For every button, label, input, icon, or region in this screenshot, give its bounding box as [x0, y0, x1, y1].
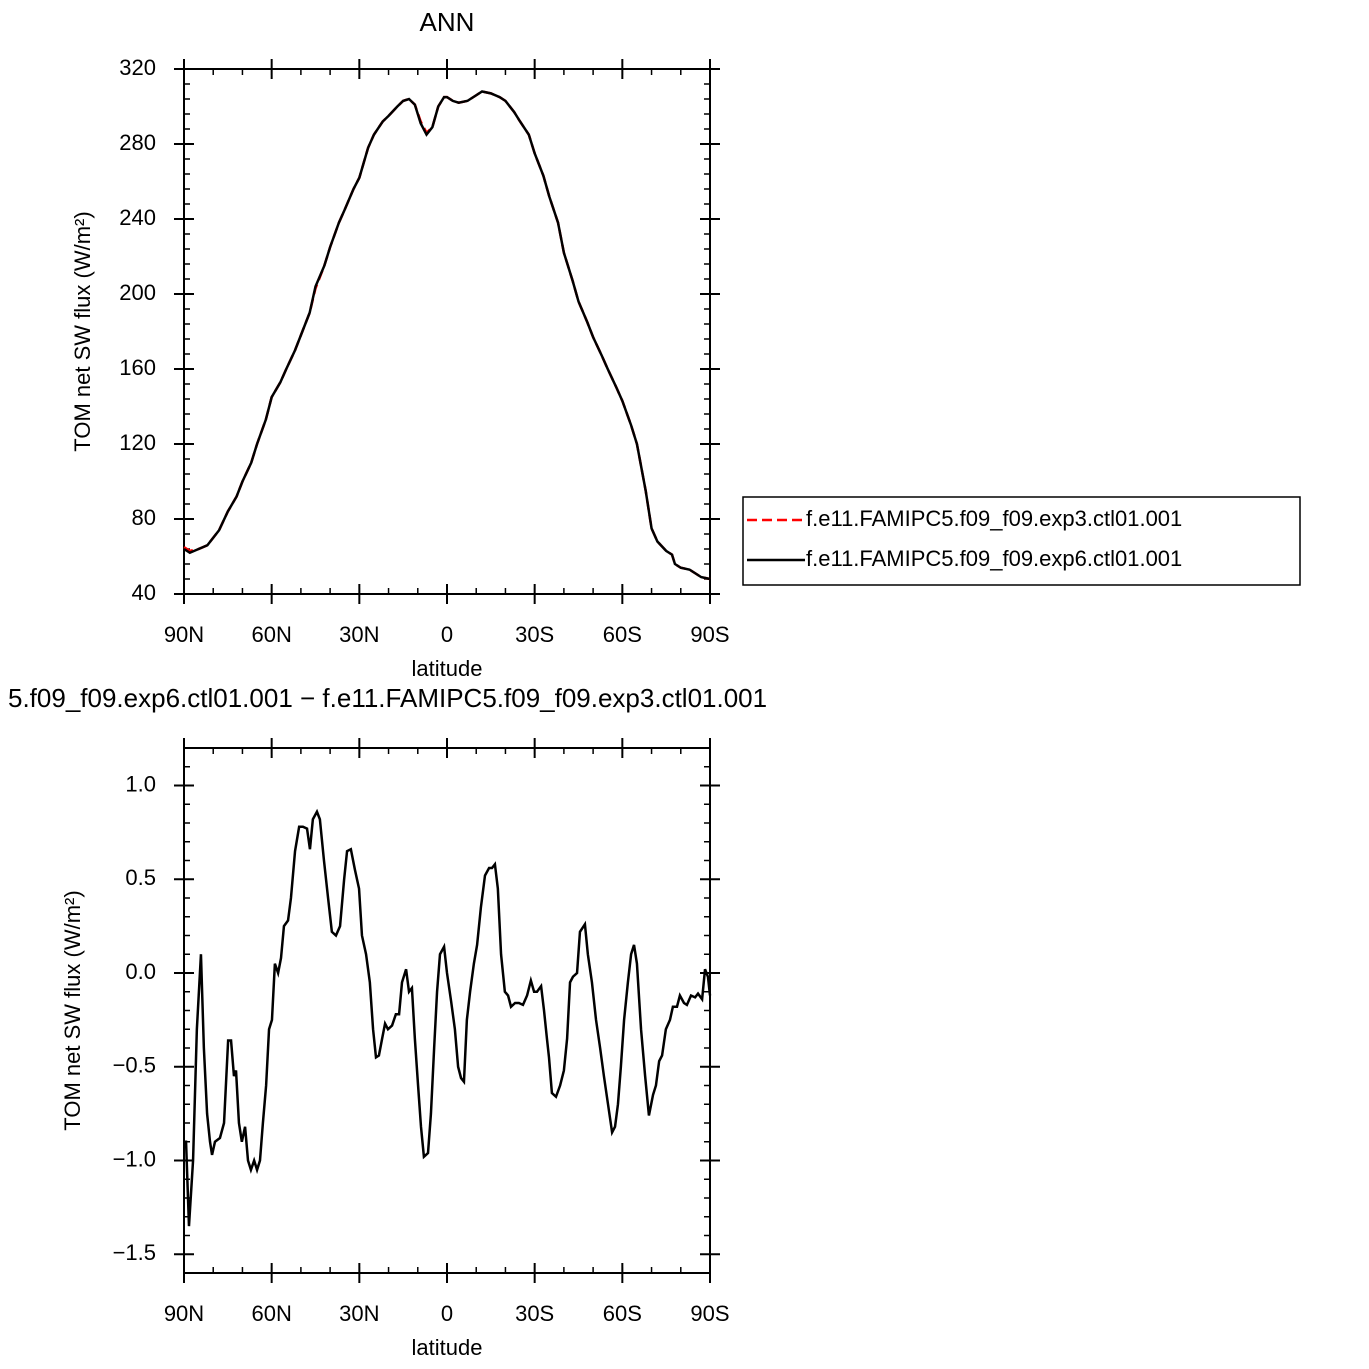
chart-title: 5.f09_f09.exp6.ctl01.001 − f.e11.FAMIPC5… — [8, 683, 767, 713]
y-tick-label: 280 — [119, 130, 156, 155]
x-tick-label: 30S — [515, 1301, 554, 1326]
y-tick-label: 1.0 — [125, 771, 156, 796]
data-line — [183, 90, 711, 581]
y-tick-label: −1.0 — [113, 1146, 156, 1171]
x-axis-label: latitude — [412, 656, 483, 681]
x-tick-label: 0 — [441, 1301, 453, 1326]
y-tick-label: 0.0 — [125, 959, 156, 984]
plot-frame — [183, 747, 711, 1274]
y-tick-label: 0.5 — [125, 865, 156, 890]
x-tick-label: 60S — [603, 1301, 642, 1326]
y-tick-label: 320 — [119, 55, 156, 80]
legend-label: f.e11.FAMIPC5.f09_f09.exp3.ctl01.001 — [806, 506, 1182, 531]
x-tick-label: 90N — [164, 622, 204, 647]
y-tick-label: 200 — [119, 280, 156, 305]
y-tick-label: 40 — [132, 580, 156, 605]
y-tick-label: −1.5 — [113, 1240, 156, 1265]
y-tick-label: 120 — [119, 430, 156, 455]
y-tick-label: 240 — [119, 205, 156, 230]
data-line — [183, 90, 711, 581]
legend-box — [742, 496, 1301, 586]
x-tick-label: 30N — [339, 1301, 379, 1326]
x-tick-label: 90N — [164, 1301, 204, 1326]
y-axis-label: TOM net SW flux (W/m²) — [70, 211, 95, 451]
x-tick-label: 60N — [251, 622, 291, 647]
x-axis-label: latitude — [412, 1335, 483, 1360]
y-tick-label: 160 — [119, 355, 156, 380]
x-tick-label: 60N — [251, 1301, 291, 1326]
y-tick-label: 80 — [132, 505, 156, 530]
data-line — [184, 808, 712, 1227]
x-tick-label: 90S — [690, 1301, 729, 1326]
x-tick-label: 30N — [339, 622, 379, 647]
chart-title: ANN — [420, 7, 475, 37]
x-tick-label: 90S — [690, 622, 729, 647]
y-axis-label: TOM net SW flux (W/m²) — [60, 890, 85, 1130]
x-tick-label: 30S — [515, 622, 554, 647]
legend-label: f.e11.FAMIPC5.f09_f09.exp6.ctl01.001 — [806, 546, 1182, 571]
plot-frame — [183, 68, 711, 595]
x-tick-label: 0 — [441, 622, 453, 647]
x-tick-label: 60S — [603, 622, 642, 647]
y-tick-label: −0.5 — [113, 1053, 156, 1078]
